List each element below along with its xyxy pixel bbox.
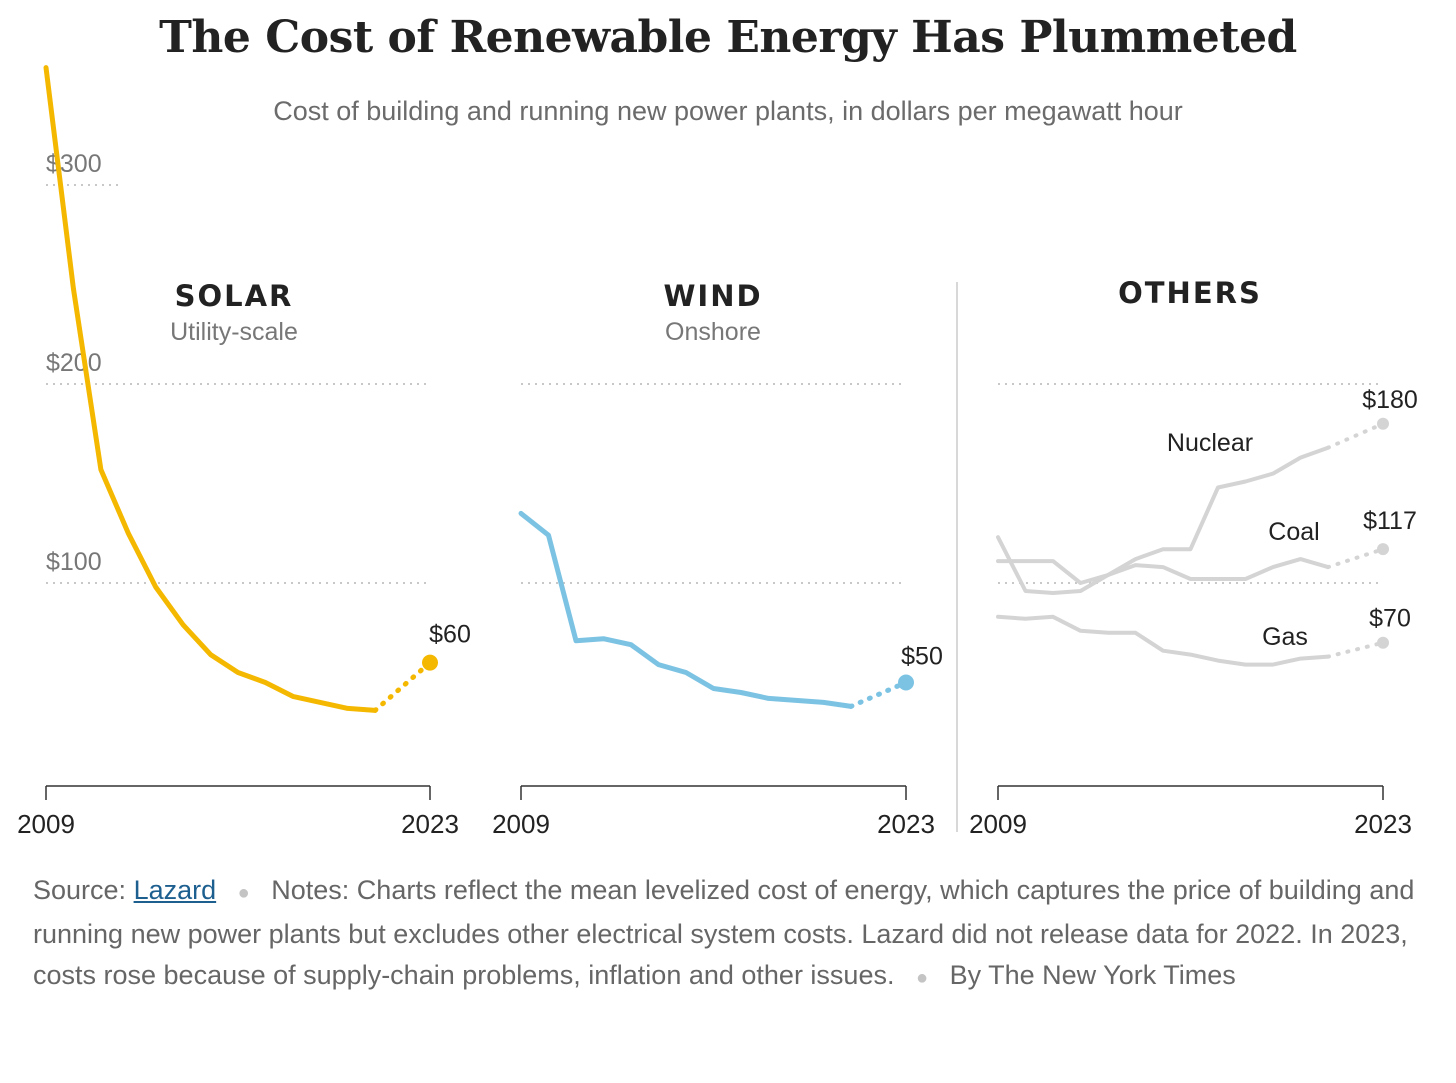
x-tick-label: 2009 bbox=[17, 809, 75, 839]
notes-text: Notes: Charts reflect the mean levelized… bbox=[33, 875, 1415, 990]
source-label: Source: bbox=[33, 875, 127, 905]
panel-subtitle-solar: Utility-scale bbox=[170, 318, 298, 346]
x-tick-label: 2023 bbox=[401, 809, 459, 839]
panel-subtitle-wind: Onshore bbox=[665, 318, 761, 346]
series-dotted-extension bbox=[1326, 547, 1385, 570]
series-end-point bbox=[1377, 636, 1389, 649]
series-name-label: Nuclear bbox=[1167, 429, 1253, 457]
page-title: The Cost of Renewable Energy Has Plummet… bbox=[159, 12, 1297, 63]
series-line-gas bbox=[996, 614, 1330, 667]
series-dotted-extension bbox=[848, 680, 909, 709]
series-dotted-extension bbox=[372, 660, 433, 713]
series-line-coal bbox=[996, 557, 1330, 585]
series-end-point bbox=[422, 654, 438, 671]
x-tick-label: 2009 bbox=[492, 809, 550, 839]
series-end-point bbox=[898, 674, 914, 691]
series-dotted-extension bbox=[1326, 640, 1385, 659]
separator-dot-icon: ● bbox=[915, 967, 929, 989]
end-value-label: $117 bbox=[1363, 507, 1417, 535]
end-value-label: $70 bbox=[1369, 605, 1411, 633]
end-value-label: $50 bbox=[901, 643, 943, 671]
separator-dot-icon: ● bbox=[237, 882, 250, 904]
x-tick-label: 2023 bbox=[1354, 809, 1412, 839]
series-name-label: Gas bbox=[1262, 623, 1308, 651]
source-link[interactable]: Lazard bbox=[133, 875, 217, 905]
x-tick-label: 2009 bbox=[969, 809, 1027, 839]
end-value-label: $60 bbox=[429, 621, 471, 649]
byline: By The New York Times bbox=[949, 960, 1236, 990]
series-dotted-extension bbox=[1326, 421, 1385, 450]
panel-title-others: OTHERS bbox=[1118, 276, 1262, 310]
panel-title-wind: WIND bbox=[663, 279, 762, 313]
end-value-label: $180 bbox=[1362, 386, 1418, 414]
y-tick-label: $100 bbox=[46, 548, 102, 576]
series-line-nuclear bbox=[996, 445, 1330, 595]
series-line-wind bbox=[518, 510, 854, 709]
page-subtitle: Cost of building and running new power p… bbox=[273, 96, 1183, 126]
series-end-point bbox=[1377, 417, 1389, 430]
y-tick-label: $200 bbox=[46, 349, 102, 377]
series-line-solar bbox=[43, 65, 378, 713]
x-tick-label: 2023 bbox=[877, 809, 935, 839]
footer-notes: Source: Lazard ● Notes: Charts reflect t… bbox=[33, 870, 1433, 999]
series-end-point bbox=[1377, 543, 1389, 556]
panel-title-solar: SOLAR bbox=[175, 279, 294, 313]
series-name-label: Coal bbox=[1268, 518, 1319, 546]
